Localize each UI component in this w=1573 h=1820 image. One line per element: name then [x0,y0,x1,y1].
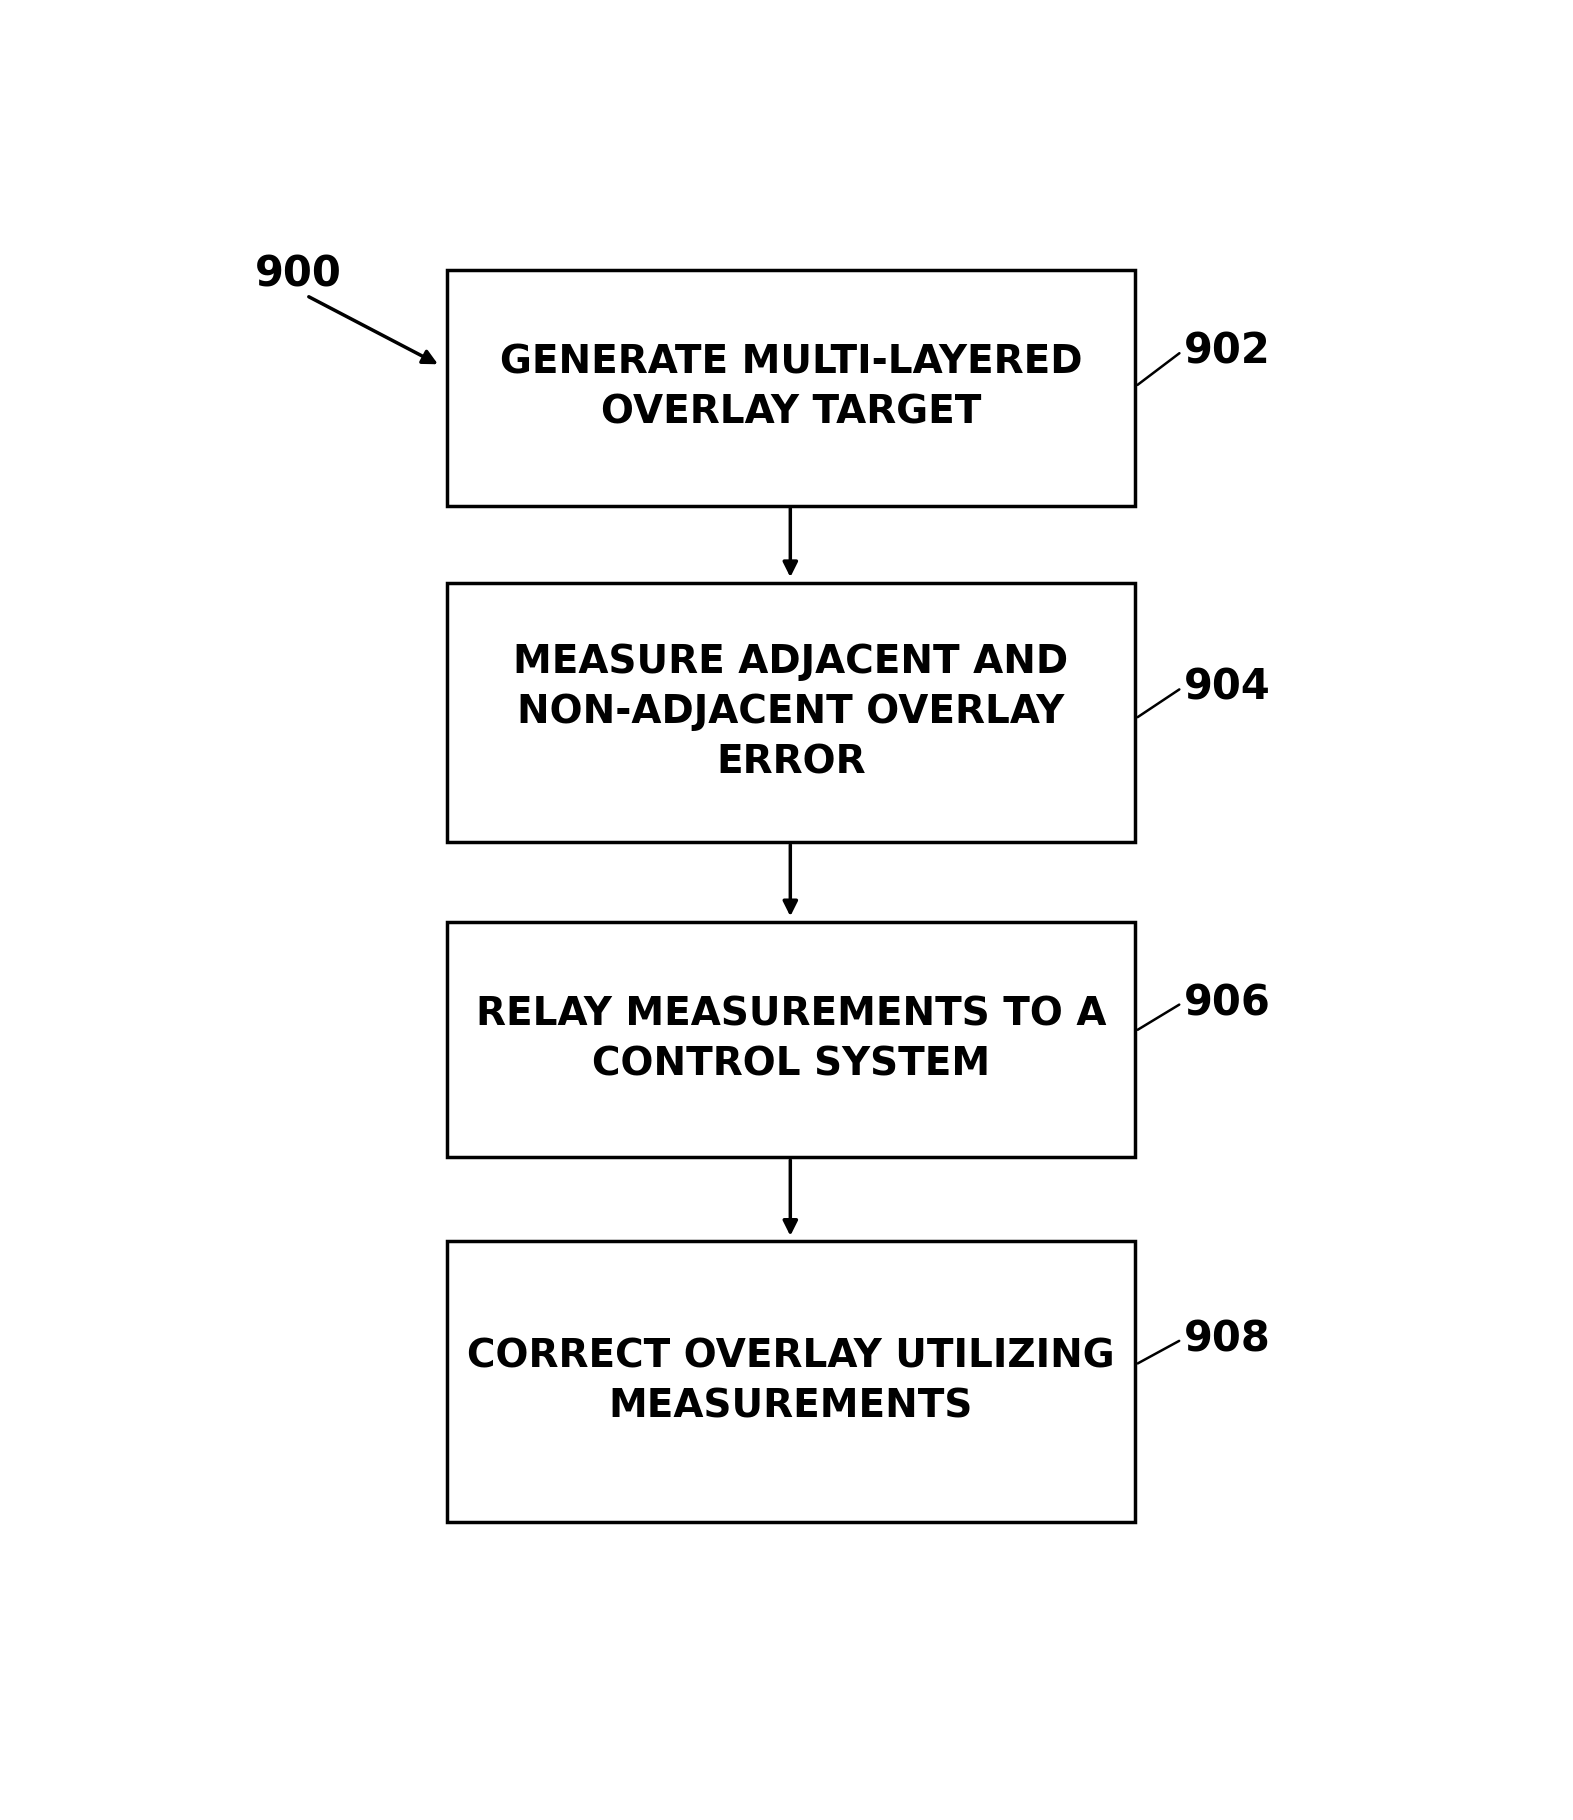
Text: 902: 902 [1184,331,1271,373]
FancyBboxPatch shape [447,1241,1136,1522]
Text: RELAY MEASUREMENTS TO A
CONTROL SYSTEM: RELAY MEASUREMENTS TO A CONTROL SYSTEM [475,996,1106,1083]
FancyBboxPatch shape [447,923,1136,1158]
Text: 908: 908 [1184,1318,1271,1361]
Text: MEASURE ADJACENT AND
NON-ADJACENT OVERLAY
ERROR: MEASURE ADJACENT AND NON-ADJACENT OVERLA… [513,644,1068,781]
Text: 904: 904 [1184,666,1271,708]
Text: 906: 906 [1184,983,1271,1025]
Text: CORRECT OVERLAY UTILIZING
MEASUREMENTS: CORRECT OVERLAY UTILIZING MEASUREMENTS [467,1338,1115,1425]
Text: 900: 900 [255,253,341,295]
FancyBboxPatch shape [447,269,1136,506]
Text: GENERATE MULTI-LAYERED
OVERLAY TARGET: GENERATE MULTI-LAYERED OVERLAY TARGET [500,344,1082,431]
FancyBboxPatch shape [447,582,1136,843]
